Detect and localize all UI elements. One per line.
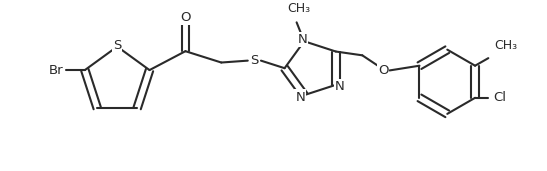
Text: O: O (180, 11, 191, 24)
Text: S: S (113, 39, 121, 52)
Text: N: N (298, 33, 307, 46)
Text: O: O (378, 64, 388, 77)
Text: S: S (250, 54, 259, 67)
Text: Cl: Cl (493, 91, 506, 104)
Text: N: N (335, 80, 345, 93)
Text: Br: Br (49, 64, 64, 77)
Text: CH₃: CH₃ (494, 38, 517, 51)
Text: N: N (295, 90, 305, 103)
Text: CH₃: CH₃ (287, 2, 310, 15)
